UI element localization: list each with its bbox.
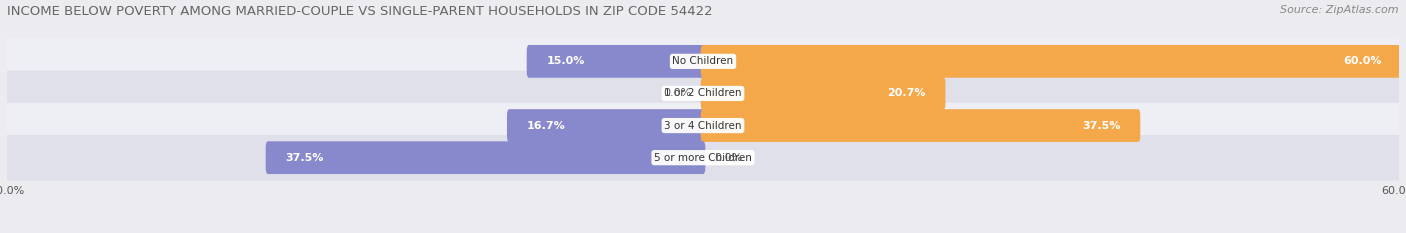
FancyBboxPatch shape — [4, 103, 1402, 148]
Text: 0.0%: 0.0% — [714, 153, 742, 163]
FancyBboxPatch shape — [700, 109, 1140, 142]
Legend: Married Couples, Single Parents: Married Couples, Single Parents — [592, 232, 814, 233]
FancyBboxPatch shape — [4, 135, 1402, 180]
Text: 3 or 4 Children: 3 or 4 Children — [664, 120, 742, 130]
FancyBboxPatch shape — [700, 77, 945, 110]
Text: 1 or 2 Children: 1 or 2 Children — [664, 89, 742, 99]
Text: 16.7%: 16.7% — [527, 120, 565, 130]
Text: Source: ZipAtlas.com: Source: ZipAtlas.com — [1281, 5, 1399, 15]
Text: 5 or more Children: 5 or more Children — [654, 153, 752, 163]
FancyBboxPatch shape — [266, 141, 706, 174]
FancyBboxPatch shape — [508, 109, 706, 142]
Text: 37.5%: 37.5% — [285, 153, 323, 163]
Text: 20.7%: 20.7% — [887, 89, 925, 99]
FancyBboxPatch shape — [4, 71, 1402, 116]
Text: INCOME BELOW POVERTY AMONG MARRIED-COUPLE VS SINGLE-PARENT HOUSEHOLDS IN ZIP COD: INCOME BELOW POVERTY AMONG MARRIED-COUPL… — [7, 5, 713, 18]
FancyBboxPatch shape — [527, 45, 706, 78]
Text: 0.0%: 0.0% — [664, 89, 692, 99]
FancyBboxPatch shape — [700, 45, 1402, 78]
FancyBboxPatch shape — [4, 39, 1402, 84]
Text: 15.0%: 15.0% — [547, 56, 585, 66]
Text: 60.0%: 60.0% — [1343, 56, 1382, 66]
Text: No Children: No Children — [672, 56, 734, 66]
Text: 37.5%: 37.5% — [1083, 120, 1121, 130]
